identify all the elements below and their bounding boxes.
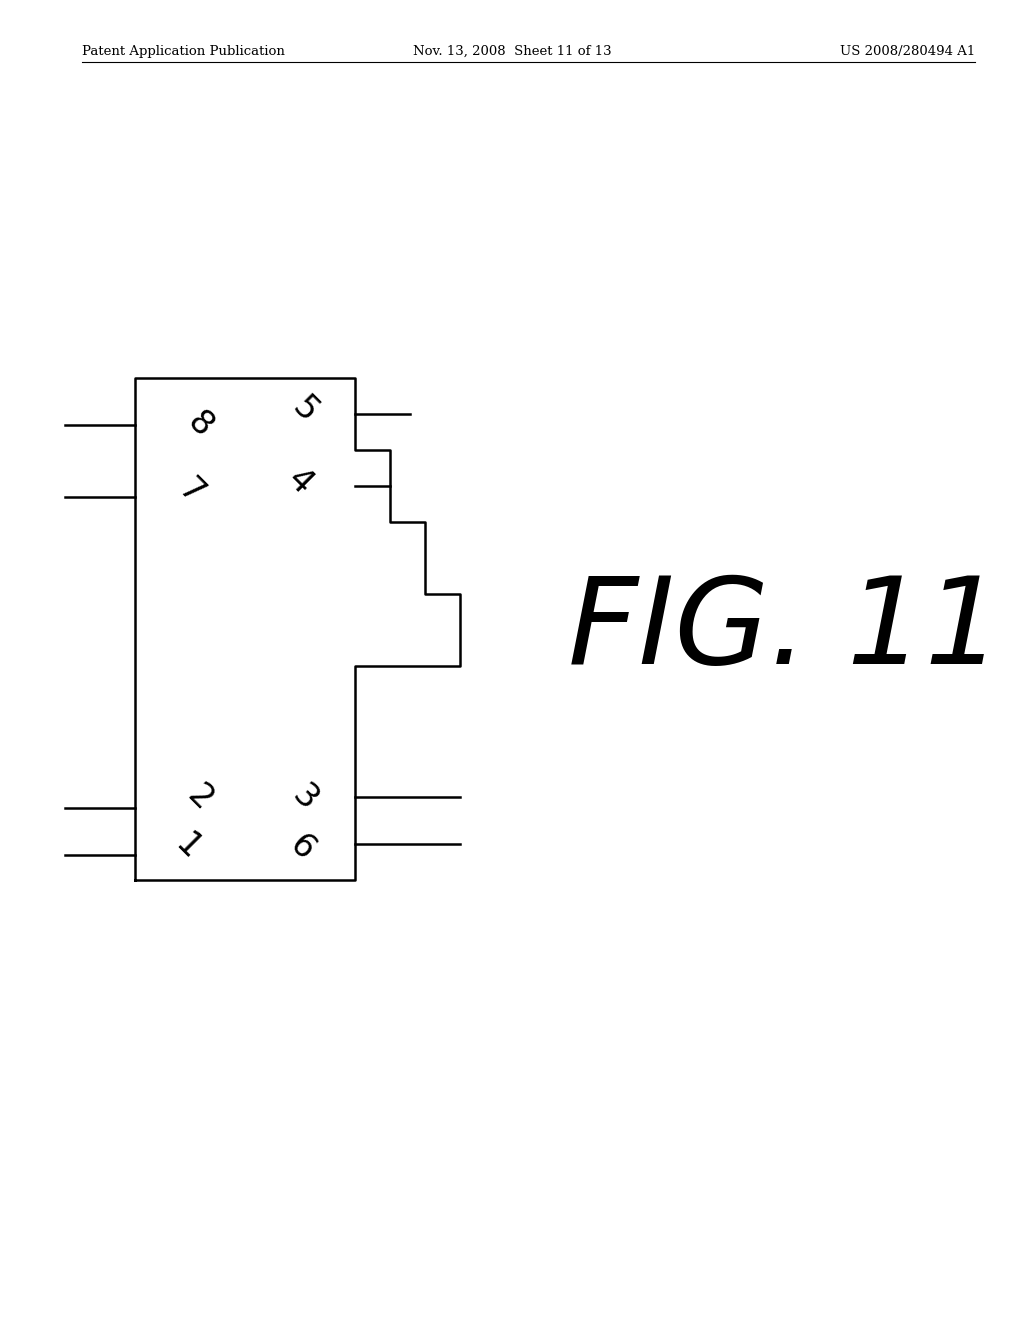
Text: 1: 1 (169, 828, 207, 866)
Text: 4: 4 (281, 463, 319, 502)
Text: US 2008/280494 A1: US 2008/280494 A1 (840, 45, 975, 58)
Text: 3: 3 (286, 779, 325, 817)
Text: Patent Application Publication: Patent Application Publication (82, 45, 285, 58)
Text: 6: 6 (283, 829, 322, 867)
Text: FIG. 11: FIG. 11 (568, 572, 1002, 689)
Text: 8: 8 (181, 405, 219, 444)
Text: 7: 7 (171, 473, 209, 511)
Text: 5: 5 (286, 391, 325, 429)
Text: 2: 2 (181, 779, 219, 817)
Text: Nov. 13, 2008  Sheet 11 of 13: Nov. 13, 2008 Sheet 11 of 13 (413, 45, 611, 58)
